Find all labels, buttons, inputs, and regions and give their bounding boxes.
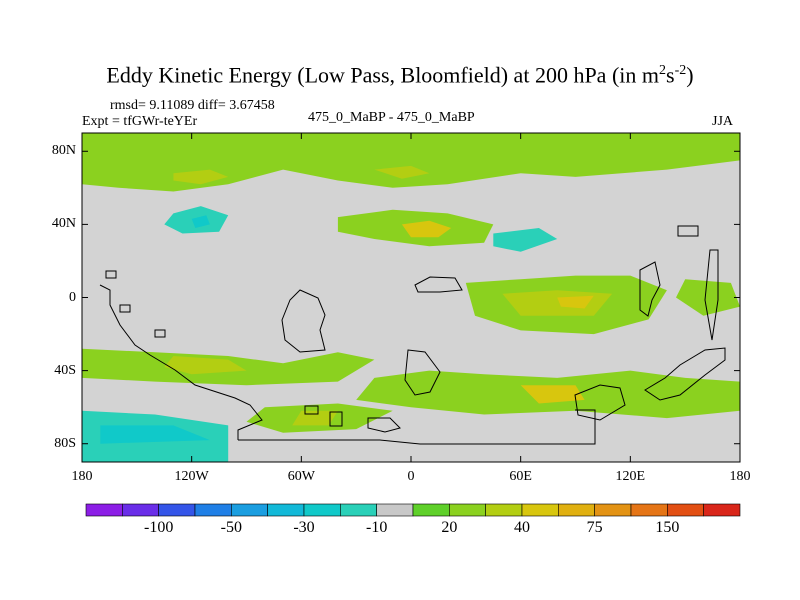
coast-arabia xyxy=(414,276,463,293)
region-s-pac-core xyxy=(164,356,247,375)
x-tick-label: 180 xyxy=(729,469,751,484)
coast-island-4 xyxy=(154,329,166,338)
y-tick-label: 0 xyxy=(69,289,76,305)
coast-australia xyxy=(574,384,626,421)
stats-label: rmsd= 9.11089 diff= 3.67458 xyxy=(110,98,275,113)
region-s-ocean-2-core xyxy=(292,410,338,426)
y-tick-label: 40S xyxy=(54,362,76,378)
coast-antarctica xyxy=(238,409,596,445)
colorbar-box xyxy=(558,503,595,517)
colorbar-label: 150 xyxy=(655,519,680,536)
colorbar-box xyxy=(231,503,268,517)
coast-island-1 xyxy=(677,225,699,237)
coast-indochina xyxy=(639,261,661,317)
region-ecpac xyxy=(676,279,740,316)
colorbar-label: -100 xyxy=(143,519,174,536)
coast-africa xyxy=(281,289,326,353)
colorbar-box xyxy=(267,503,305,517)
coast-island-3 xyxy=(119,304,131,313)
colorbar-label: -10 xyxy=(365,519,388,536)
colorbar-label: 75 xyxy=(586,519,603,536)
season-label: JJA xyxy=(712,114,734,129)
x-tick-label: 60E xyxy=(509,469,532,484)
colorbar-box xyxy=(485,503,523,517)
y-tick-label: 80N xyxy=(51,143,76,159)
coast-island-7 xyxy=(367,417,401,433)
x-tick-label: 120E xyxy=(615,469,646,484)
coast-island-6 xyxy=(329,411,343,427)
region-arctic-core-2 xyxy=(374,165,430,179)
colorbar-box xyxy=(630,503,668,517)
chart-title: Eddy Kinetic Energy (Low Pass, Bloomfiel… xyxy=(106,62,694,88)
colorbar-box xyxy=(122,503,159,517)
region-arctic-core xyxy=(173,169,229,185)
colorbar-label: -30 xyxy=(293,519,315,536)
region-tropics-core-2 xyxy=(557,295,594,309)
colorbar-label: 20 xyxy=(441,519,458,536)
case-label: 475_0_MaBP - 475_0_MaBP xyxy=(308,110,475,125)
coast-japan xyxy=(704,249,719,341)
x-tick-label: 180 xyxy=(71,469,93,484)
region-arctic-band xyxy=(82,133,740,192)
colorbar-box xyxy=(194,503,232,517)
colorbar-box xyxy=(85,503,123,517)
colorbar-box xyxy=(594,503,632,517)
region-s-ind-core xyxy=(520,385,585,404)
y-tick-label: 80S xyxy=(54,435,76,451)
coastline xyxy=(99,225,726,445)
region-antarctic-neg-core xyxy=(100,425,210,444)
region-asia-neg xyxy=(493,228,558,252)
region-npac-neg-core xyxy=(191,215,210,228)
axis-ticks xyxy=(81,133,741,462)
colorbar-box xyxy=(521,503,559,517)
colorbar-box xyxy=(376,503,414,517)
colorbar-box xyxy=(412,503,450,517)
coast-south-america xyxy=(99,284,263,440)
x-tick-label: 120W xyxy=(174,469,209,484)
colorbar-boxes xyxy=(85,503,741,517)
colorbar-box xyxy=(703,503,741,517)
coast-island-5 xyxy=(304,405,319,415)
expt-label: Expt = tfGWr-teYEr xyxy=(82,114,198,129)
region-natl-core xyxy=(401,220,452,238)
colorbar-box xyxy=(667,503,704,517)
coast-nz xyxy=(644,347,726,401)
coast-island-2 xyxy=(105,270,117,279)
x-tick-label: 60W xyxy=(287,469,315,484)
colorbar-box xyxy=(303,503,341,517)
colorbar-box xyxy=(449,503,486,517)
coast-madagascar xyxy=(404,349,441,396)
colorbar-label: -50 xyxy=(220,519,242,536)
x-tick-label: 0 xyxy=(407,469,415,484)
y-tick-label: 40N xyxy=(51,216,76,232)
colorbar-label: 40 xyxy=(514,519,530,536)
colorbar-box xyxy=(340,503,377,517)
colorbar-box xyxy=(158,503,196,517)
